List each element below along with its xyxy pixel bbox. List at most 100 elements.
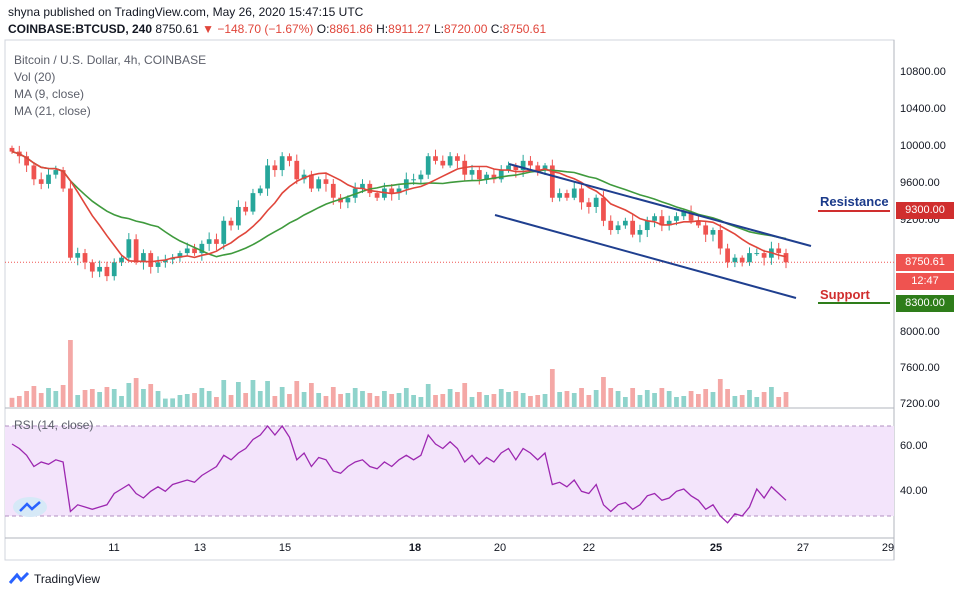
- rsi-path: [11, 424, 787, 524]
- moving-averages: [11, 150, 787, 263]
- volume-bar: [68, 340, 73, 407]
- candle-body: [250, 193, 256, 212]
- volume-bar: [389, 394, 395, 407]
- candle-body: [783, 253, 789, 263]
- volume-bar: [155, 391, 161, 407]
- candle-body: [491, 174, 497, 180]
- candle-body: [681, 211, 687, 217]
- volume-bar: [75, 395, 81, 407]
- last-price: 8750.61: [155, 22, 199, 36]
- volume-bar: [133, 378, 139, 407]
- candle-body: [440, 160, 446, 166]
- volume-bar: [674, 397, 679, 407]
- candle-body: [287, 156, 292, 161]
- candle-body: [725, 248, 730, 263]
- volume-bar: [360, 391, 365, 407]
- rsi-band: [5, 426, 894, 516]
- volume-bar: [659, 388, 665, 407]
- volume-bar: [148, 384, 154, 407]
- candle-body: [571, 188, 577, 198]
- candle-body: [221, 220, 227, 244]
- price-tick: 10000.00: [900, 140, 946, 152]
- support-label: Support: [820, 287, 870, 302]
- volume-bar: [425, 384, 431, 407]
- volume-bar: [615, 391, 621, 407]
- volume-bar: [754, 397, 760, 407]
- volume-bar: [469, 397, 475, 407]
- candle-body: [82, 253, 88, 263]
- candle-body: [323, 179, 329, 184]
- candle-body: [469, 170, 475, 175]
- candle-body: [31, 165, 37, 180]
- volume-bar: [696, 394, 701, 407]
- candle-body: [345, 197, 351, 203]
- date-tick: 11: [108, 542, 120, 554]
- volume-bar: [16, 396, 22, 407]
- volume-bar: [411, 395, 416, 407]
- countdown-badge: 12:47: [896, 273, 954, 290]
- candle-body: [732, 257, 738, 263]
- candle-body: [9, 147, 15, 152]
- volume-bar: [24, 391, 29, 407]
- price-change: ▼ −148.70 (−1.67%): [202, 22, 314, 36]
- price-tick: 7600.00: [900, 362, 940, 374]
- candle-body: [710, 230, 716, 235]
- volume-bar: [119, 396, 124, 407]
- volume-bar: [272, 396, 278, 407]
- volume-bars: [9, 340, 789, 407]
- volume-bar: [776, 397, 782, 407]
- volume-bar: [710, 392, 716, 407]
- close-label: C:: [490, 22, 503, 36]
- volume-bar: [644, 390, 650, 407]
- volume-bar: [301, 392, 307, 407]
- date-tick: 22: [582, 542, 596, 554]
- candle-body: [747, 253, 752, 263]
- volume-bar: [192, 393, 197, 407]
- candle-body: [754, 253, 760, 255]
- candle-body: [89, 262, 95, 272]
- candle-body: [455, 156, 460, 161]
- candle-body: [579, 188, 584, 203]
- candle-body: [425, 156, 431, 175]
- candle-body: [360, 183, 365, 189]
- candle-body: [506, 165, 511, 171]
- candle-body: [644, 220, 650, 231]
- price-tick: 7200.00: [900, 398, 940, 410]
- symbol-label: COINBASE:BTCUSD, 240: [8, 22, 153, 36]
- volume-bar: [177, 395, 183, 407]
- legend-ma21: MA (21, close): [14, 104, 91, 118]
- volume-bar: [542, 394, 548, 407]
- candle-body: [411, 179, 416, 181]
- candle-body: [557, 193, 563, 198]
- date-tick: 15: [278, 542, 292, 554]
- volume-bar: [783, 392, 789, 407]
- candle-body: [177, 253, 183, 258]
- candle-body: [126, 239, 132, 258]
- volume-bar: [549, 369, 555, 407]
- resistance-label: Resistance: [820, 194, 889, 209]
- candle-body: [148, 253, 154, 267]
- candle-body: [703, 225, 709, 235]
- volume-bar: [89, 389, 95, 407]
- candle-body: [309, 174, 314, 189]
- volume-bar: [761, 392, 767, 407]
- rsi-tick: 60.00: [900, 440, 928, 452]
- volume-bar: [703, 389, 709, 407]
- volume-bar: [214, 397, 219, 407]
- candle-body: [637, 230, 643, 235]
- candle-body: [155, 262, 161, 267]
- candle-body: [549, 165, 555, 198]
- candle-body: [235, 206, 241, 226]
- volume-bar: [484, 395, 489, 407]
- volume-bar: [287, 394, 292, 407]
- volume-bar: [666, 391, 672, 407]
- open-value: 8861.86: [329, 22, 373, 36]
- price-tick: 9600.00: [900, 177, 940, 189]
- volume-bar: [9, 397, 15, 407]
- volume-bar: [170, 398, 176, 407]
- volume-bar: [184, 394, 190, 407]
- low-value: 8720.00: [444, 22, 488, 36]
- legend-title: Bitcoin / U.S. Dollar, 4h, COINBASE: [14, 53, 207, 67]
- footer-brand[interactable]: TradingView: [34, 572, 101, 586]
